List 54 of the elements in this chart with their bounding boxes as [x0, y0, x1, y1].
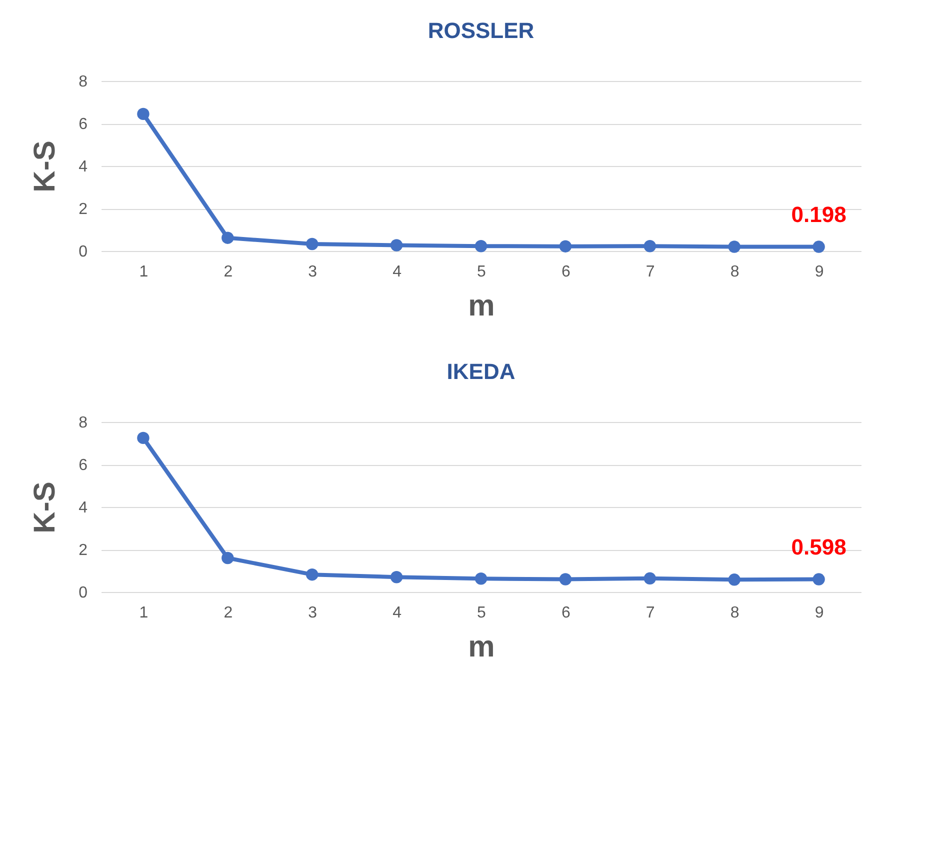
y-axis-title: K-S: [28, 140, 62, 192]
x-axis-title: m: [468, 630, 495, 664]
chart-title: ROSSLER: [428, 18, 534, 43]
x-tick-label: 2: [224, 264, 233, 280]
point: [222, 552, 234, 564]
x-tick-label: 5: [477, 604, 486, 622]
x-tick-label: 7: [646, 264, 655, 280]
x-tick-label: 9: [814, 604, 824, 622]
y-tick-label: 8: [78, 74, 88, 90]
x-tick-label: 2: [224, 604, 233, 622]
point: [306, 568, 318, 581]
chart-title: IKEDA: [446, 359, 516, 384]
point: [222, 232, 234, 244]
data-label: 0.598: [791, 534, 846, 560]
x-tick-label: 1: [139, 604, 148, 622]
point: [559, 240, 572, 252]
x-tick-label: 3: [308, 604, 318, 622]
point: [137, 108, 150, 120]
point: [474, 240, 488, 252]
x-tick-label: 7: [646, 604, 655, 622]
y-tick-label: 0: [78, 584, 88, 602]
x-tick-label: 8: [730, 604, 740, 622]
point: [474, 572, 488, 585]
point: [137, 432, 150, 444]
x-tick-label: 6: [561, 604, 570, 622]
x-tick-label: 9: [814, 264, 824, 280]
y-axis-title: K-S: [28, 482, 62, 534]
y-tick-label: 2: [78, 201, 88, 218]
data-label: 0.198: [791, 202, 846, 227]
point: [728, 240, 740, 253]
y-tick-label: 8: [78, 414, 88, 432]
x-tick-label: 4: [392, 264, 402, 280]
point: [306, 238, 318, 250]
point: [644, 240, 656, 252]
point: [728, 574, 740, 586]
point: [644, 572, 656, 585]
point: [390, 239, 403, 252]
point: [812, 240, 825, 253]
x-axis-title: m: [468, 290, 495, 322]
x-tick-label: 8: [730, 264, 740, 280]
y-tick-label: 0: [78, 244, 88, 260]
y-tick-label: 4: [78, 500, 88, 516]
x-tick-label: 3: [308, 264, 318, 280]
x-tick-label: 1: [139, 264, 148, 280]
x-tick-label: 6: [561, 264, 570, 280]
y-tick-label: 2: [78, 542, 88, 559]
y-tick-label: 6: [78, 116, 88, 133]
y-tick-label: 4: [78, 158, 88, 176]
y-tick-label: 6: [78, 457, 88, 474]
x-tick-label: 5: [477, 264, 486, 280]
x-tick-label: 4: [392, 604, 402, 622]
point: [812, 573, 825, 586]
point: [559, 573, 572, 586]
point: [390, 571, 403, 584]
